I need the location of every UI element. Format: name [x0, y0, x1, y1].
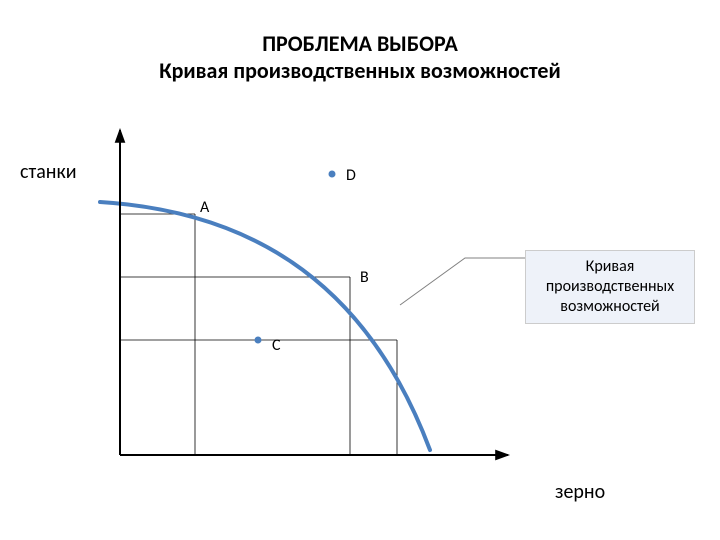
- callout-box: Кривая производственных возможностей: [525, 250, 695, 324]
- x-axis-label: зерно: [555, 480, 605, 504]
- point-label-B: B: [360, 268, 369, 287]
- point-label-D: D: [346, 166, 356, 185]
- y-axis-label: станки: [20, 160, 77, 184]
- title-line-1: ПРОБЛЕМА ВЫБОРА: [0, 30, 720, 57]
- callout-line-3: возможностей: [536, 297, 684, 317]
- callout-line-2: производственных: [536, 277, 684, 297]
- chart-area: станки зерно A B C D Кривая производстве…: [0, 120, 720, 520]
- point-label-A: A: [200, 198, 209, 217]
- title-line-2: Кривая производственных возможностей: [0, 57, 720, 84]
- callout-line-1: Кривая: [536, 257, 684, 277]
- title-block: ПРОБЛЕМА ВЫБОРА Кривая производственных …: [0, 0, 720, 84]
- point-label-C: C: [272, 336, 281, 355]
